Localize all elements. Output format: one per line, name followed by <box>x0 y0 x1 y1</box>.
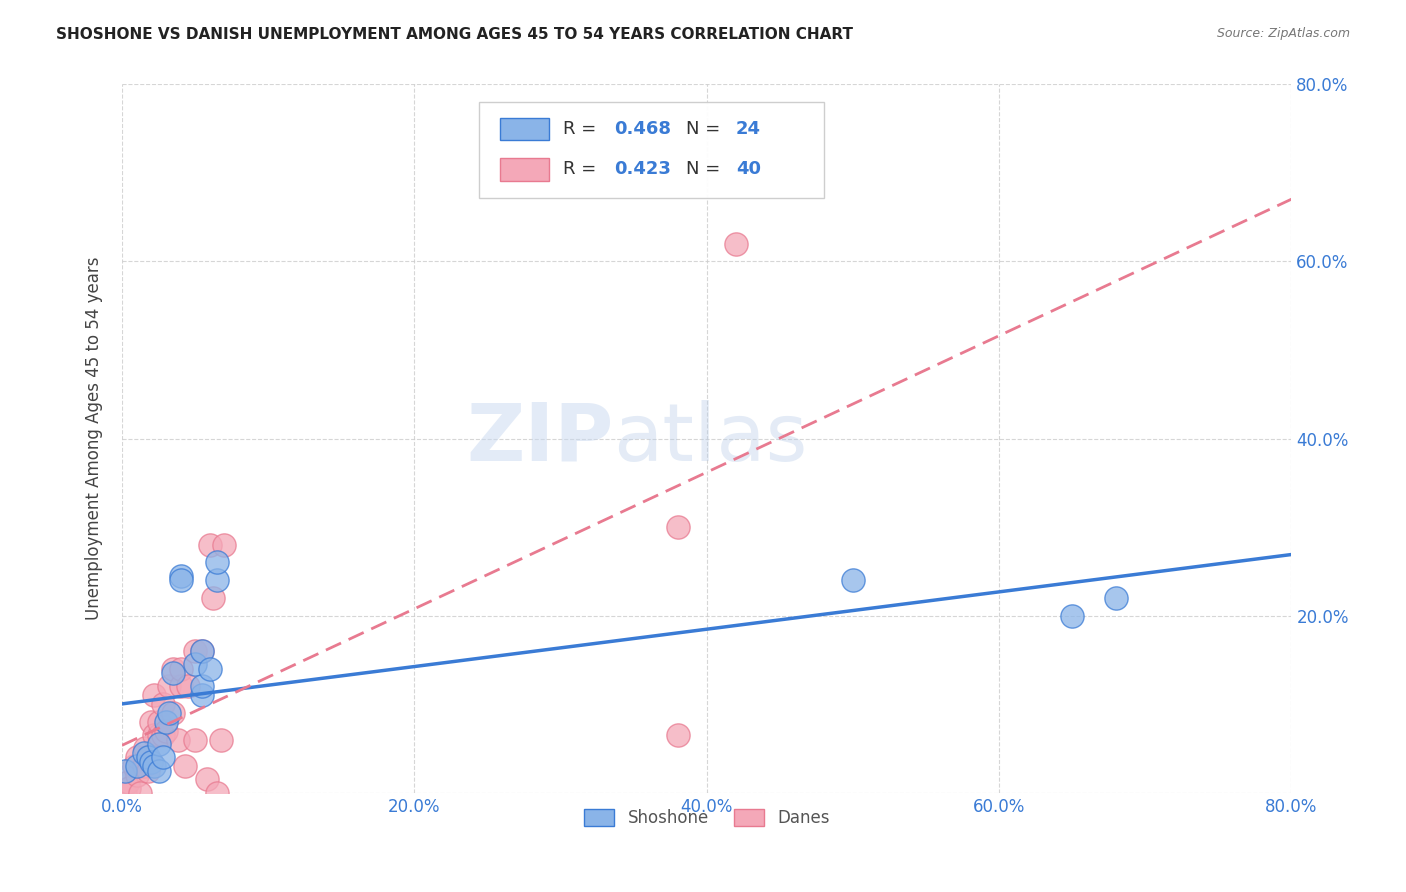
Point <box>184 644 207 658</box>
Text: R =: R = <box>562 161 602 178</box>
Point <box>128 786 150 800</box>
Point <box>191 644 214 658</box>
Point <box>132 746 155 760</box>
Point <box>122 759 145 773</box>
Point <box>169 573 191 587</box>
FancyBboxPatch shape <box>499 118 548 140</box>
Point <box>152 697 174 711</box>
Point <box>138 750 160 764</box>
Point <box>169 662 191 676</box>
Point <box>205 573 228 587</box>
Point <box>132 759 155 773</box>
Point <box>198 538 221 552</box>
Point <box>157 706 180 720</box>
Point <box>155 714 177 729</box>
FancyBboxPatch shape <box>478 103 824 198</box>
Point <box>118 781 141 796</box>
Point <box>201 591 224 605</box>
Point <box>141 755 163 769</box>
Point <box>125 768 148 782</box>
Text: N =: N = <box>686 120 725 138</box>
Y-axis label: Unemployment Among Ages 45 to 54 years: Unemployment Among Ages 45 to 54 years <box>86 257 103 620</box>
Point <box>152 750 174 764</box>
Legend: Shoshone, Danes: Shoshone, Danes <box>578 803 837 834</box>
Point <box>842 573 865 587</box>
Point <box>1062 608 1084 623</box>
Text: atlas: atlas <box>613 400 807 477</box>
Point <box>125 759 148 773</box>
Text: N =: N = <box>686 161 725 178</box>
Point <box>134 741 156 756</box>
Text: ZIP: ZIP <box>465 400 613 477</box>
Point <box>211 732 233 747</box>
Point <box>162 706 184 720</box>
Point <box>169 568 191 582</box>
Point <box>191 680 214 694</box>
Point <box>143 728 166 742</box>
Point <box>162 662 184 676</box>
Point <box>148 728 170 742</box>
Point <box>166 732 188 747</box>
Point <box>724 236 747 251</box>
Point <box>666 520 689 534</box>
Text: SHOSHONE VS DANISH UNEMPLOYMENT AMONG AGES 45 TO 54 YEARS CORRELATION CHART: SHOSHONE VS DANISH UNEMPLOYMENT AMONG AG… <box>56 27 853 42</box>
Point <box>666 728 689 742</box>
Point <box>155 723 177 738</box>
Point <box>148 714 170 729</box>
Point <box>198 662 221 676</box>
Point <box>152 728 174 742</box>
Text: 0.423: 0.423 <box>614 161 671 178</box>
Point <box>157 680 180 694</box>
Point <box>143 759 166 773</box>
Point <box>191 688 214 702</box>
Text: R =: R = <box>562 120 602 138</box>
Text: 40: 40 <box>735 161 761 178</box>
Point <box>141 755 163 769</box>
Text: 0.468: 0.468 <box>614 120 672 138</box>
Point <box>138 764 160 778</box>
Point <box>169 680 191 694</box>
Point <box>114 764 136 778</box>
Text: Source: ZipAtlas.com: Source: ZipAtlas.com <box>1216 27 1350 40</box>
Point <box>148 737 170 751</box>
Point <box>143 688 166 702</box>
Point <box>195 772 218 787</box>
Point <box>184 657 207 672</box>
Point <box>184 732 207 747</box>
Point <box>214 538 236 552</box>
Point <box>117 775 139 789</box>
FancyBboxPatch shape <box>499 158 548 181</box>
Point <box>125 750 148 764</box>
Point <box>114 786 136 800</box>
Text: 24: 24 <box>735 120 761 138</box>
Point <box>162 666 184 681</box>
Point <box>1105 591 1128 605</box>
Point <box>141 714 163 729</box>
Point <box>138 750 160 764</box>
Point <box>205 786 228 800</box>
Point <box>205 556 228 570</box>
Point <box>174 759 197 773</box>
Point <box>177 680 200 694</box>
Point <box>191 644 214 658</box>
Point <box>148 764 170 778</box>
